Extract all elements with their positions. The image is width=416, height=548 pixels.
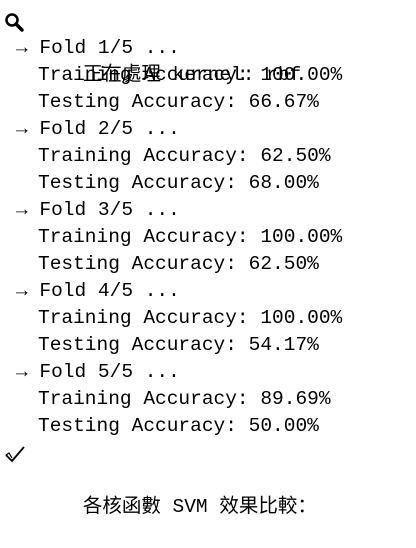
output-lines: 正在處理 kernel: rbf → Fold 1/5 ... Training … xyxy=(0,8,416,518)
training-accuracy: Training Accuracy: 100.00% xyxy=(38,307,343,329)
fold-list: → Fold 1/5 ... Training Accuracy: 100.00%… xyxy=(0,35,416,440)
footer-text: 各核函數 SVM 效果比較： xyxy=(82,496,317,518)
header-line: 正在處理 kernel: rbf xyxy=(0,8,416,86)
training-accuracy: Training Accuracy: 89.69% xyxy=(38,388,331,410)
fold-label: → Fold 5/5 ... xyxy=(16,361,180,383)
testing-accuracy: Testing Accuracy: 66.67% xyxy=(38,91,319,113)
testing-accuracy: Testing Accuracy: 50.00% xyxy=(38,415,319,437)
header-text: 正在處理 kernel: rbf xyxy=(82,64,302,86)
fold-label: → Fold 1/5 ... xyxy=(16,37,180,59)
testing-accuracy: Testing Accuracy: 54.17% xyxy=(38,334,319,356)
testing-accuracy: Testing Accuracy: 62.50% xyxy=(38,253,319,275)
training-accuracy: Training Accuracy: 100.00% xyxy=(38,64,343,86)
footer-line: 各核函數 SVM 效果比較： xyxy=(0,440,416,518)
fold-label: → Fold 3/5 ... xyxy=(16,199,180,221)
fold-label: → Fold 4/5 ... xyxy=(16,280,180,302)
search-icon xyxy=(5,13,24,32)
fold-label: → Fold 2/5 ... xyxy=(16,118,180,140)
console-output: {"header": "正在處理 kernel: rbf", "folds": … xyxy=(0,8,416,518)
training-accuracy: Training Accuracy: 100.00% xyxy=(38,226,343,248)
training-accuracy: Training Accuracy: 62.50% xyxy=(38,145,331,167)
testing-accuracy: Testing Accuracy: 68.00% xyxy=(38,172,319,194)
check-icon xyxy=(5,446,25,463)
